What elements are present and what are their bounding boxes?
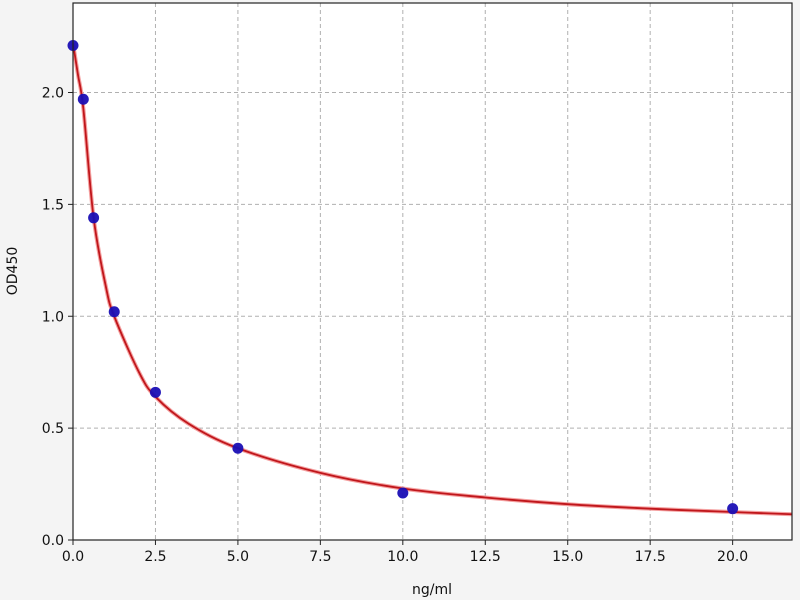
data-point <box>77 93 89 105</box>
x-tick-label: 2.5 <box>144 549 166 565</box>
x-tick-label: 17.5 <box>635 549 666 565</box>
x-tick-label: 20.0 <box>717 549 748 565</box>
x-tick-label: 10.0 <box>387 549 418 565</box>
y-tick-label: 2.0 <box>42 86 64 102</box>
fit-curve-group <box>71 42 793 517</box>
x-tick-label: 5.0 <box>227 549 249 565</box>
y-axis-label: OD450 <box>5 247 21 296</box>
y-tick-label: 1.0 <box>42 309 64 325</box>
fit-curve <box>72 43 793 516</box>
y-tick-label: 0.5 <box>42 421 64 437</box>
x-axis-label: ng/ml <box>412 582 452 598</box>
data-point <box>397 487 409 499</box>
data-point <box>727 503 739 515</box>
y-ticks: 0.0 0.5 1.0 1.5 2.0 <box>42 86 73 549</box>
plot-background <box>73 3 792 540</box>
x-tick-label: 12.5 <box>470 549 501 565</box>
x-tick-label: 0.0 <box>62 549 84 565</box>
y-tick-label: 1.5 <box>42 197 64 213</box>
data-point <box>108 306 120 318</box>
data-point <box>232 442 244 454</box>
x-tick-label: 7.5 <box>309 549 331 565</box>
data-points <box>67 40 739 515</box>
x-ticks: 0.0 2.5 5.0 7.5 10.0 12.5 15.0 17.5 20.0 <box>62 540 748 565</box>
data-point <box>88 212 100 224</box>
plot-frame <box>72 2 793 541</box>
grid <box>73 3 792 540</box>
x-tick-label: 15.0 <box>552 549 583 565</box>
y-tick-label: 0.0 <box>42 533 64 549</box>
data-point <box>149 386 161 398</box>
